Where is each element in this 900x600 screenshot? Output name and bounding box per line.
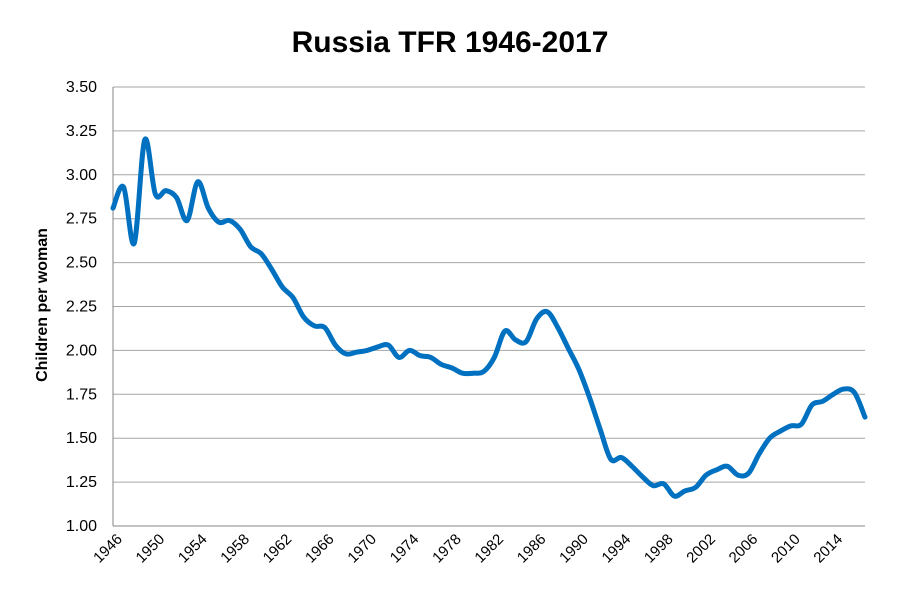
x-tick-labels: 1946 1950 1954 1958 1962 1966 1970 1974 1978 1982… (90, 531, 846, 567)
x-tick-label: 1982 (472, 531, 508, 567)
y-tick-label: 3.25 (66, 123, 97, 140)
y-tick-label: 1.50 (66, 430, 97, 447)
x-tick-label: 1954 (175, 531, 211, 567)
x-tick-label: 1990 (556, 531, 592, 567)
x-tick-label: 2010 (768, 531, 804, 567)
series-layer (110, 136, 868, 499)
axes (112, 87, 865, 527)
x-tick-label: 1998 (641, 531, 677, 567)
x-tick-label: 1950 (133, 531, 169, 567)
y-axis-label: Children per woman (34, 228, 51, 382)
y-tick-label: 3.00 (66, 167, 97, 184)
y-tick-label: 2.25 (66, 299, 97, 316)
chart-title: Russia TFR 1946-2017 (292, 26, 609, 59)
y-tick-label: 2.00 (66, 342, 97, 359)
x-tick-label: 1994 (599, 531, 635, 567)
y-tick-label: 1.00 (66, 518, 97, 535)
y-tick-label: 1.25 (66, 474, 97, 491)
y-tick-label: 1.75 (66, 386, 97, 403)
x-tick-label: 1946 (90, 531, 126, 567)
x-tick-label: 1966 (302, 531, 338, 567)
x-tick-label: 1970 (344, 531, 380, 567)
x-tick-label: 2006 (726, 531, 762, 567)
series-line (110, 136, 868, 499)
y-tick-label: 2.75 (66, 211, 97, 228)
x-tick-label: 1974 (387, 531, 423, 567)
y-tick-label: 3.50 (66, 79, 97, 96)
x-tick-label: 1958 (217, 531, 253, 567)
x-tick-label: 1978 (429, 531, 465, 567)
x-tick-label: 2014 (810, 531, 846, 567)
gridlines (113, 86, 865, 483)
x-tick-label: 2002 (683, 531, 719, 567)
y-tick-labels: 1.00 1.25 1.50 1.75 2.00 2.25 2.50 2.75 3.00 3.25… (66, 79, 97, 535)
x-tick-label: 1962 (260, 531, 296, 567)
x-tick-label: 1986 (514, 531, 550, 567)
y-tick-label: 2.50 (66, 255, 97, 272)
